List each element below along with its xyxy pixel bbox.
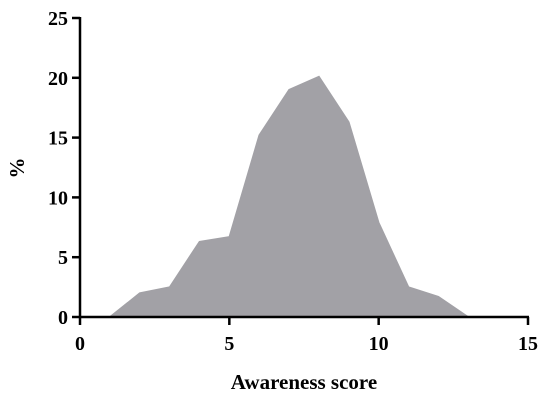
x-tick-label: 0 (75, 333, 85, 355)
x-tick-label: 15 (518, 333, 538, 355)
x-tick-label: 5 (224, 333, 234, 355)
y-tick-label: 25 (48, 8, 68, 30)
y-tick-label: 20 (48, 68, 68, 90)
y-tick-label: 0 (58, 307, 68, 329)
y-tick-label: 15 (48, 128, 68, 150)
y-tick-label: 10 (48, 187, 68, 209)
y-tick-label: 5 (58, 247, 68, 269)
y-axis-title: % (5, 158, 29, 179)
x-axis-title: Awareness score (231, 370, 377, 394)
area (80, 75, 471, 318)
x-tick-label: 10 (369, 333, 389, 355)
